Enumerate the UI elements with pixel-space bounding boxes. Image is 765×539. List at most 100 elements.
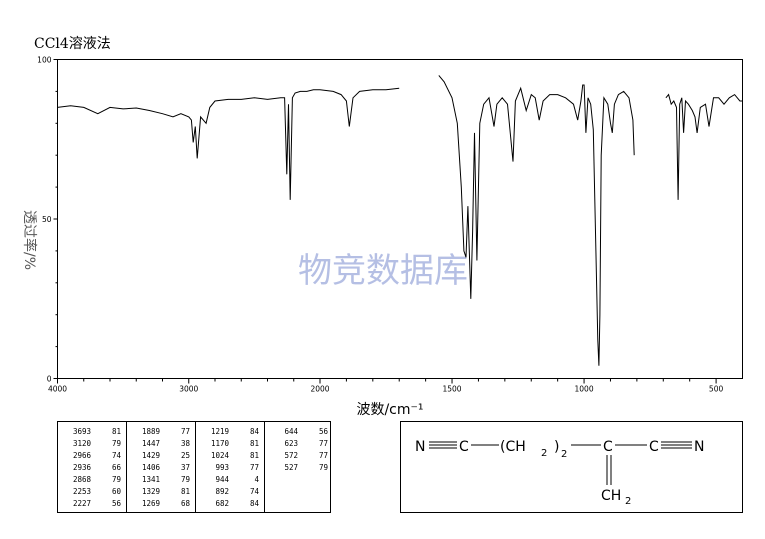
peak-wavenumber: 527 [284,463,298,472]
group-subscript: 2 [561,449,567,460]
peak-row: 644 56 [265,426,332,437]
peak-wavenumber: 572 [284,451,298,460]
plot-frame [57,59,743,379]
peak-transmittance: 79 [180,475,190,484]
peak-wavenumber: 1889 [141,427,160,436]
peak-row: 1406 37 [127,462,195,473]
peak-wavenumber: 3120 [72,439,91,448]
peak-transmittance: 68 [180,499,190,508]
peak-wavenumber: 993 [215,463,229,472]
peak-row: 2936 66 [58,462,126,473]
peak-transmittance: 4 [254,475,259,484]
peak-row: 2966 74 [58,450,126,461]
peak-wavenumber: 1219 [210,427,229,436]
peak-row: 1024 81 [196,450,264,461]
peak-wavenumber: 2868 [72,475,91,484]
atom-c-right: C [649,439,659,455]
peak-column: 3693 81 3120 79 2966 74 2936 66 2868 79 2253 60 2227… [58,422,127,512]
peak-row: 944 4 [196,474,264,485]
peak-wavenumber: 1269 [141,499,160,508]
y-axis-label: 透过率/% [21,210,38,270]
peak-wavenumber: 1341 [141,475,160,484]
peak-wavenumber: 2227 [72,499,91,508]
peak-row: 1329 81 [127,486,195,497]
x-tick-label: 3000 [179,385,198,394]
peak-transmittance: 77 [318,451,328,460]
peak-transmittance: 60 [111,487,121,496]
ch2-bottom-subscript: 2 [625,496,631,507]
peak-transmittance: 81 [249,451,259,460]
peak-row: 623 77 [265,438,332,449]
peak-transmittance: 37 [180,463,190,472]
ch2-group: (CH [500,439,526,455]
x-axis-label: 波数/cm⁻¹ [356,402,423,418]
peak-wavenumber: 2936 [72,463,91,472]
peak-row: 1447 38 [127,438,195,449]
peak-wavenumber: 1406 [141,463,160,472]
peak-transmittance: 77 [318,439,328,448]
atom-n-right: N [694,439,704,455]
peak-row: 3693 81 [58,426,126,437]
peak-row: 1429 25 [127,450,195,461]
y-tick-label: 0 [47,375,52,384]
peak-wavenumber: 623 [284,439,298,448]
peak-transmittance: 81 [249,439,259,448]
x-tick-label: 1500 [442,385,461,394]
peak-transmittance: 81 [180,487,190,496]
peak-wavenumber: 2966 [72,451,91,460]
peak-row: 1269 68 [127,498,195,509]
peak-wavenumber: 644 [284,427,298,436]
y-tick-label: 100 [37,56,52,65]
peak-wavenumber: 892 [215,487,229,496]
ch2-bottom: CH [601,488,621,504]
peak-transmittance: 56 [111,499,121,508]
x-axis: 4000 3000 2000 1500 1000 500 [48,378,724,394]
x-tick-label: 500 [709,385,724,394]
peak-column: 1219 84 1170 81 1024 81 993 77 944 4 892 74 682 84 [196,422,265,512]
peak-column: 644 56 623 77 572 77 527 79 [265,422,332,512]
peak-wavenumber: 1429 [141,451,160,460]
peak-transmittance: 56 [318,427,328,436]
peak-transmittance: 77 [249,463,259,472]
peak-row: 2253 60 [58,486,126,497]
paren-close: ) [554,439,559,455]
peak-wavenumber: 3693 [72,427,91,436]
spectrum-segment-3 [665,93,743,200]
peak-transmittance: 77 [180,427,190,436]
peak-row: 2227 56 [58,498,126,509]
peak-row: 993 77 [196,462,264,473]
peak-transmittance: 66 [111,463,121,472]
chart-title: CCl4溶液法 [34,36,111,52]
peak-table: 3693 81 3120 79 2966 74 2936 66 2868 79 2253 60 2227… [57,421,331,513]
peak-wavenumber: 944 [215,475,229,484]
atom-c-center: C [603,439,613,455]
chemical-structure: N C (CH 2 ) 2 C C N CH 2 [415,439,704,507]
peak-wavenumber: 682 [215,499,229,508]
peak-transmittance: 84 [249,499,259,508]
atom-c-left: C [459,439,469,455]
peak-transmittance: 74 [249,487,259,496]
peak-transmittance: 84 [249,427,259,436]
y-axis: 0 50 100 [37,56,58,384]
peak-transmittance: 79 [111,475,121,484]
peak-transmittance: 81 [111,427,121,436]
spectrum-lines [57,75,743,366]
peak-wavenumber: 1329 [141,487,160,496]
peak-row: 892 74 [196,486,264,497]
peak-transmittance: 74 [111,451,121,460]
x-tick-label: 1000 [575,385,594,394]
peak-row: 682 84 [196,498,264,509]
peak-column: 1889 77 1447 38 1429 25 1406 37 1341 79 1329 81 1269… [127,422,196,512]
peak-transmittance: 25 [180,451,190,460]
watermark: 物竞数据库 [298,251,468,291]
peak-wavenumber: 1024 [210,451,229,460]
peak-row: 527 79 [265,462,332,473]
peak-row: 1889 77 [127,426,195,437]
peak-transmittance: 79 [318,463,328,472]
peak-row: 1170 81 [196,438,264,449]
peak-wavenumber: 2253 [72,487,91,496]
peak-row: 572 77 [265,450,332,461]
atom-n-left: N [415,439,425,455]
peak-wavenumber: 1447 [141,439,160,448]
